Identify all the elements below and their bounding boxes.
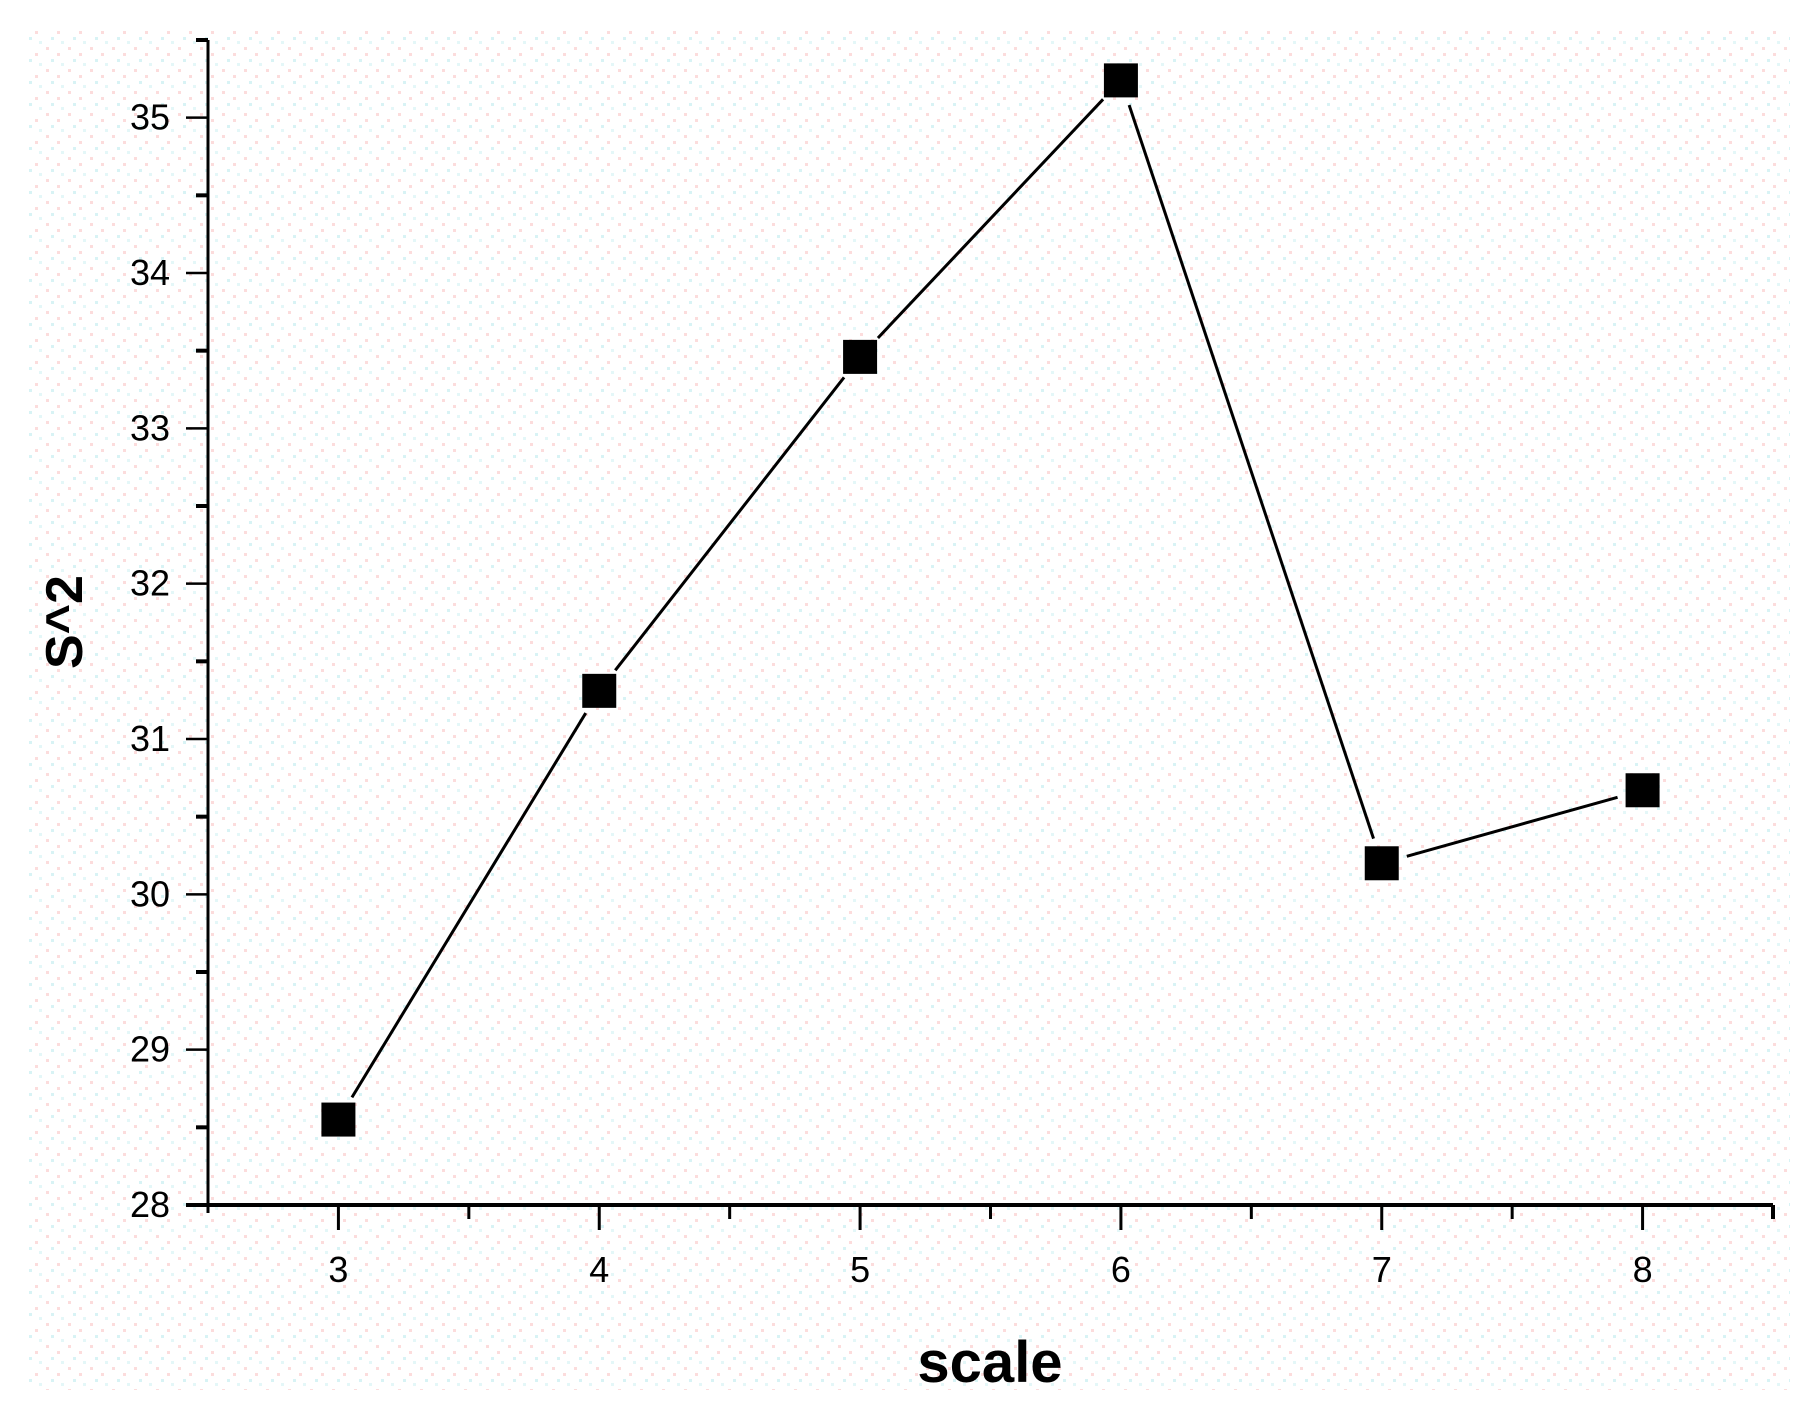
- square-marker: [1625, 773, 1660, 808]
- square-marker: [321, 1102, 356, 1137]
- x-tick-label: 6: [1111, 1249, 1131, 1290]
- series-line-segment: [350, 712, 588, 1099]
- data-series: [321, 63, 1660, 1137]
- y-tick-label: 28: [130, 1184, 170, 1225]
- x-tick-label: 8: [1633, 1249, 1653, 1290]
- y-tick-label: 31: [130, 718, 170, 759]
- series-line-segment: [1127, 104, 1375, 840]
- y-tick-label: 32: [130, 563, 170, 604]
- x-tick-label: 7: [1372, 1249, 1392, 1290]
- x-tick-label: 3: [328, 1249, 348, 1290]
- plot-background: [28, 28, 1790, 1390]
- series-line-segment: [876, 98, 1105, 339]
- series-line-segment: [614, 376, 846, 672]
- series-line-segment: [1406, 795, 1618, 858]
- x-tick-label: 5: [850, 1249, 870, 1290]
- x-axis-title: scale: [917, 1330, 1062, 1395]
- y-tick-label: 33: [130, 407, 170, 448]
- square-marker: [1103, 63, 1138, 98]
- y-axis-title: S^2: [36, 575, 94, 669]
- square-marker: [582, 673, 617, 708]
- y-tick-label: 30: [130, 873, 170, 914]
- square-marker: [843, 339, 878, 374]
- y-tick-label: 35: [130, 97, 170, 138]
- y-tick-label: 34: [130, 252, 170, 293]
- y-tick-label: 29: [130, 1029, 170, 1070]
- x-tick-label: 4: [589, 1249, 609, 1290]
- square-marker: [1364, 846, 1399, 881]
